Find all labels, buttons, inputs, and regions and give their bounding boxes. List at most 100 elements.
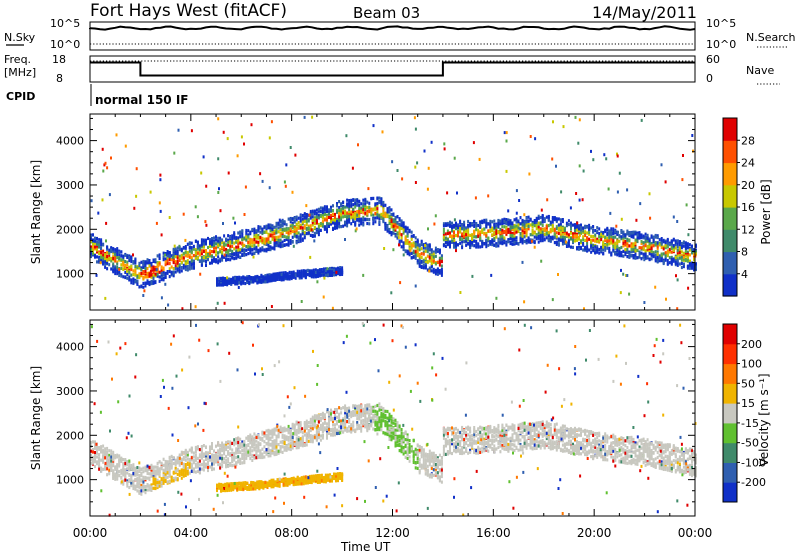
data-cell: [471, 241, 474, 245]
data-cell: [588, 248, 591, 252]
data-cell: [662, 245, 665, 249]
data-cell: [551, 220, 554, 224]
data-cell: [449, 224, 451, 228]
power-colorbar-label: Power [dB]: [759, 179, 773, 244]
data-cell: [162, 273, 165, 277]
noise-cell: [270, 120, 273, 124]
data-cell: [366, 209, 369, 213]
data-cell: [266, 277, 269, 281]
noise-cell: [583, 307, 585, 311]
noise-cell: [194, 305, 197, 309]
data-cell: [294, 273, 297, 277]
noise-cell: [108, 193, 111, 197]
data-cell: [368, 218, 371, 222]
data-cell: [370, 213, 373, 217]
data-cell: [479, 236, 482, 241]
data-cell: [384, 225, 387, 229]
data-cell: [614, 245, 617, 250]
data-cell: [531, 231, 534, 235]
data-cell: [688, 253, 691, 257]
data-cell: [158, 270, 161, 274]
data-cell: [329, 268, 331, 273]
data-cell: [219, 257, 222, 261]
data-cell: [120, 469, 123, 473]
data-cell: [313, 225, 316, 229]
data-cell: [190, 255, 193, 259]
data-cell: [305, 227, 308, 231]
noise-cell: [383, 247, 386, 250]
data-cell: [96, 250, 98, 254]
data-cell: [94, 456, 96, 460]
data-cell: [426, 250, 429, 254]
data-cell: [219, 259, 222, 263]
data-cell: [324, 273, 327, 277]
noise-cell: [101, 198, 104, 202]
freq-series: [90, 61, 695, 77]
data-cell: [523, 220, 526, 224]
data-cell: [398, 239, 401, 243]
data-cell: [261, 236, 264, 240]
data-cell: [572, 223, 574, 227]
data-cell: [434, 250, 437, 254]
data-cell: [170, 271, 173, 275]
data-cell: [404, 239, 407, 243]
noise-cell: [157, 264, 160, 268]
data-cell: [553, 236, 556, 240]
data-cell: [547, 224, 550, 228]
data-cell: [392, 228, 395, 232]
data-cell: [271, 237, 274, 241]
data-cell: [487, 243, 490, 247]
data-cell: [691, 244, 693, 248]
data-cell: [297, 235, 300, 239]
data-cell: [258, 279, 261, 283]
data-cell: [270, 275, 273, 279]
data-cell: [539, 227, 542, 231]
data-cell: [281, 234, 284, 239]
data-cell: [299, 226, 302, 230]
data-cell: [164, 263, 167, 267]
data-cell: [223, 234, 226, 238]
data-cell: [226, 277, 229, 281]
noise-cell: [218, 187, 220, 191]
data-cell: [406, 239, 409, 243]
data-cell: [535, 224, 538, 228]
data-cell: [152, 281, 155, 285]
noise-cell: [426, 187, 429, 191]
data-cell: [529, 240, 532, 244]
noise-cell: [578, 164, 581, 168]
noise-cell: [626, 274, 629, 277]
data-cell: [410, 246, 413, 250]
data-cell: [301, 217, 304, 221]
data-cell: [309, 209, 312, 214]
data-cell: [354, 205, 357, 209]
data-cell: [620, 245, 623, 250]
data-cell: [104, 447, 107, 451]
data-cell: [628, 238, 631, 242]
data-cell: [188, 260, 191, 264]
data-cell: [162, 278, 165, 282]
noise-cell: [562, 125, 565, 129]
data-cell: [254, 278, 257, 282]
data-cell: [394, 215, 397, 220]
data-cell: [594, 235, 597, 239]
data-cell: [440, 256, 443, 261]
data-cell: [485, 238, 488, 242]
data-cell: [257, 251, 260, 255]
data-cell: [192, 259, 195, 263]
data-cell: [656, 245, 659, 249]
data-cell: [434, 254, 437, 258]
data-cell: [517, 226, 520, 230]
data-cell: [326, 227, 328, 231]
data-cell: [414, 245, 417, 249]
data-cell: [126, 481, 129, 485]
data-cell: [256, 281, 259, 285]
data-cell: [106, 456, 109, 460]
data-cell: [630, 250, 633, 254]
data-cell: [674, 241, 677, 245]
data-cell: [549, 239, 552, 243]
data-cell: [580, 223, 582, 227]
data-cell: [525, 216, 528, 220]
data-cell: [565, 233, 568, 237]
data-cell: [140, 284, 143, 288]
